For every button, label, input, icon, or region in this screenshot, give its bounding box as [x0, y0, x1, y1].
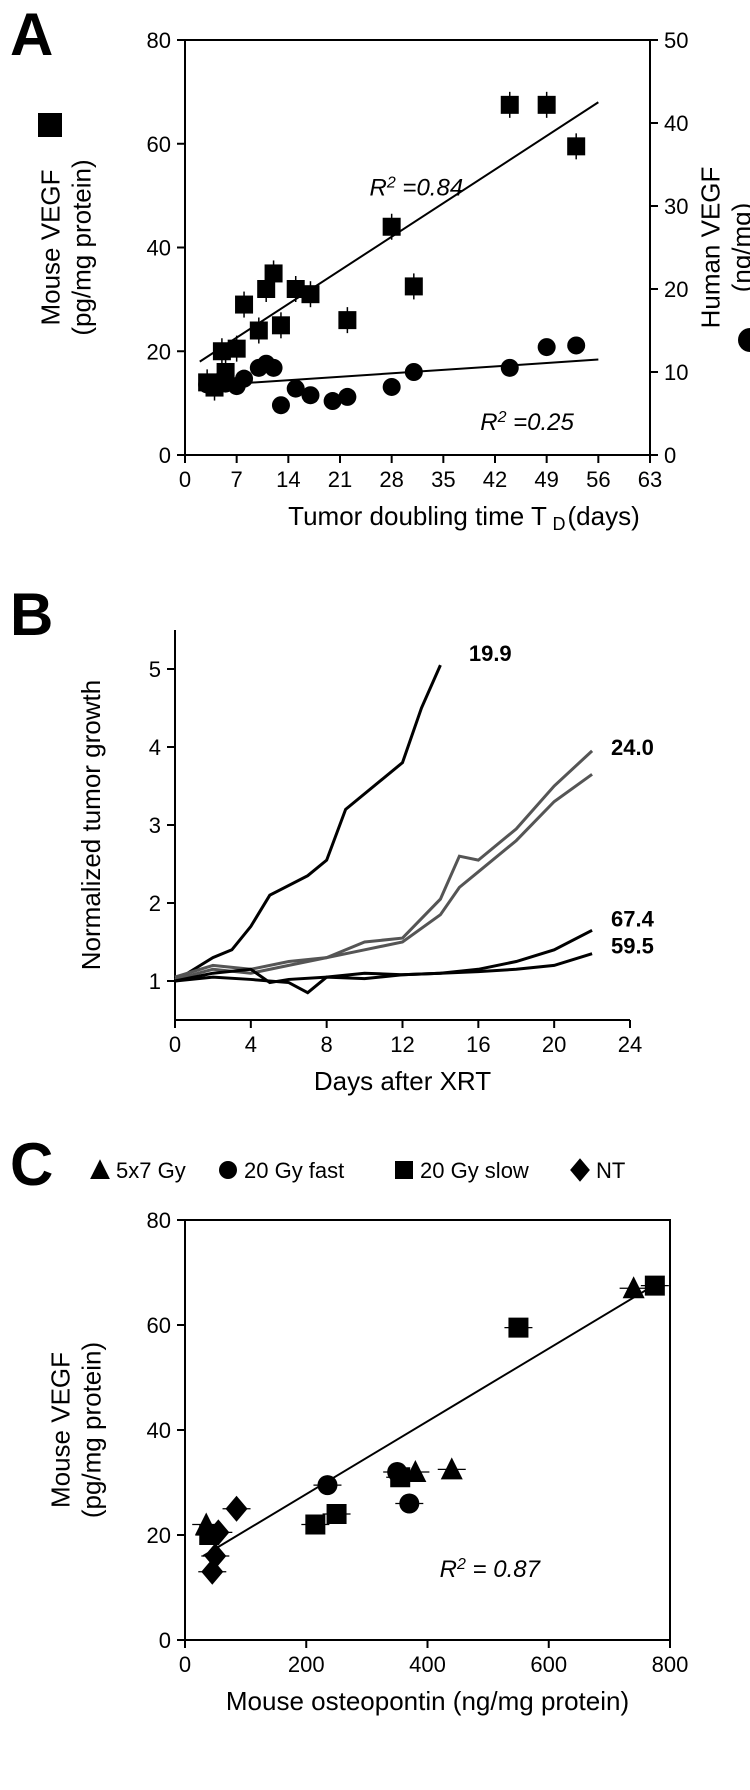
- svg-text:67.4: 67.4: [611, 906, 655, 931]
- svg-text:R2 = 0.87: R2 = 0.87: [440, 1556, 542, 1583]
- svg-text:1: 1: [149, 969, 161, 994]
- svg-text:20: 20: [147, 339, 171, 364]
- svg-text:Tumor doubling time T: Tumor doubling time T: [288, 501, 547, 531]
- svg-text:24.0: 24.0: [611, 735, 654, 760]
- svg-text:5: 5: [149, 657, 161, 682]
- svg-text:10: 10: [664, 360, 688, 385]
- panel-b-label: B: [10, 580, 53, 649]
- svg-text:80: 80: [147, 28, 171, 53]
- svg-text:Mouse VEGF(pg/mg protein): Mouse VEGF(pg/mg protein): [45, 1342, 106, 1518]
- svg-text:800: 800: [652, 1652, 689, 1677]
- svg-text:60: 60: [147, 1313, 171, 1338]
- svg-text:4: 4: [149, 735, 161, 760]
- svg-text:20: 20: [147, 1523, 171, 1548]
- svg-text:Days after XRT: Days after XRT: [314, 1066, 491, 1096]
- panel-a: A 07142128354249566302040608001020304050…: [10, 10, 750, 570]
- svg-text:14: 14: [276, 467, 300, 492]
- svg-text:0: 0: [169, 1032, 181, 1057]
- svg-text:63: 63: [638, 467, 662, 492]
- svg-text:3: 3: [149, 813, 161, 838]
- svg-text:R2 =0.84: R2 =0.84: [370, 175, 464, 202]
- svg-text:42: 42: [483, 467, 507, 492]
- svg-text:0: 0: [159, 1628, 171, 1653]
- svg-text:Human VEGF(ng/mg): Human VEGF(ng/mg): [695, 167, 750, 329]
- svg-text:21: 21: [328, 467, 352, 492]
- svg-text:0: 0: [179, 1652, 191, 1677]
- panel-c: C 5x7 Gy20 Gy fast20 Gy slowNT0200400600…: [10, 1140, 750, 1760]
- svg-text:40: 40: [147, 1418, 171, 1443]
- svg-text:5x7 Gy: 5x7 Gy: [116, 1158, 186, 1183]
- svg-text:20: 20: [664, 277, 688, 302]
- svg-text:12: 12: [390, 1032, 414, 1057]
- svg-text:28: 28: [379, 467, 403, 492]
- svg-text:20: 20: [542, 1032, 566, 1057]
- panel-a-label: A: [10, 0, 53, 69]
- svg-text:80: 80: [147, 1208, 171, 1233]
- panel-b: B 0481216202412345Days after XRTNormaliz…: [10, 590, 750, 1120]
- svg-text:R2 =0.25: R2 =0.25: [480, 409, 574, 436]
- svg-text:8: 8: [321, 1032, 333, 1057]
- panel-c-svg: 5x7 Gy20 Gy fast20 Gy slowNT020040060080…: [10, 1140, 750, 1760]
- svg-text:Mouse osteopontin (ng/mg prote: Mouse osteopontin (ng/mg protein): [226, 1686, 629, 1716]
- svg-text:0: 0: [179, 467, 191, 492]
- svg-text:30: 30: [664, 194, 688, 219]
- svg-text:4: 4: [245, 1032, 257, 1057]
- svg-text:16: 16: [466, 1032, 490, 1057]
- svg-text:7: 7: [231, 467, 243, 492]
- svg-text:56: 56: [586, 467, 610, 492]
- svg-text:200: 200: [288, 1652, 325, 1677]
- panel-c-label: C: [10, 1130, 53, 1199]
- svg-text:60: 60: [147, 132, 171, 157]
- panel-b-svg: 0481216202412345Days after XRTNormalized…: [10, 590, 750, 1120]
- svg-text:50: 50: [664, 28, 688, 53]
- svg-text:19.9: 19.9: [469, 641, 512, 666]
- svg-text:Mouse VEGF(pg/mg protein): Mouse VEGF(pg/mg protein): [35, 159, 96, 335]
- panel-a-svg: 07142128354249566302040608001020304050Tu…: [10, 10, 750, 570]
- svg-text:20 Gy slow: 20 Gy slow: [420, 1158, 529, 1183]
- svg-text:49: 49: [534, 467, 558, 492]
- svg-text:35: 35: [431, 467, 455, 492]
- svg-text:40: 40: [664, 111, 688, 136]
- svg-text:20 Gy fast: 20 Gy fast: [244, 1158, 344, 1183]
- svg-text:59.5: 59.5: [611, 934, 654, 959]
- svg-text:0: 0: [159, 443, 171, 468]
- svg-text:D: D: [553, 514, 566, 534]
- svg-text:Normalized tumor growth: Normalized tumor growth: [76, 680, 106, 970]
- svg-text:(days): (days): [568, 501, 640, 531]
- svg-text:400: 400: [409, 1652, 446, 1677]
- svg-text:40: 40: [147, 236, 171, 261]
- svg-text:0: 0: [664, 443, 676, 468]
- svg-text:600: 600: [530, 1652, 567, 1677]
- svg-text:2: 2: [149, 891, 161, 916]
- svg-text:24: 24: [618, 1032, 642, 1057]
- svg-text:NT: NT: [596, 1158, 625, 1183]
